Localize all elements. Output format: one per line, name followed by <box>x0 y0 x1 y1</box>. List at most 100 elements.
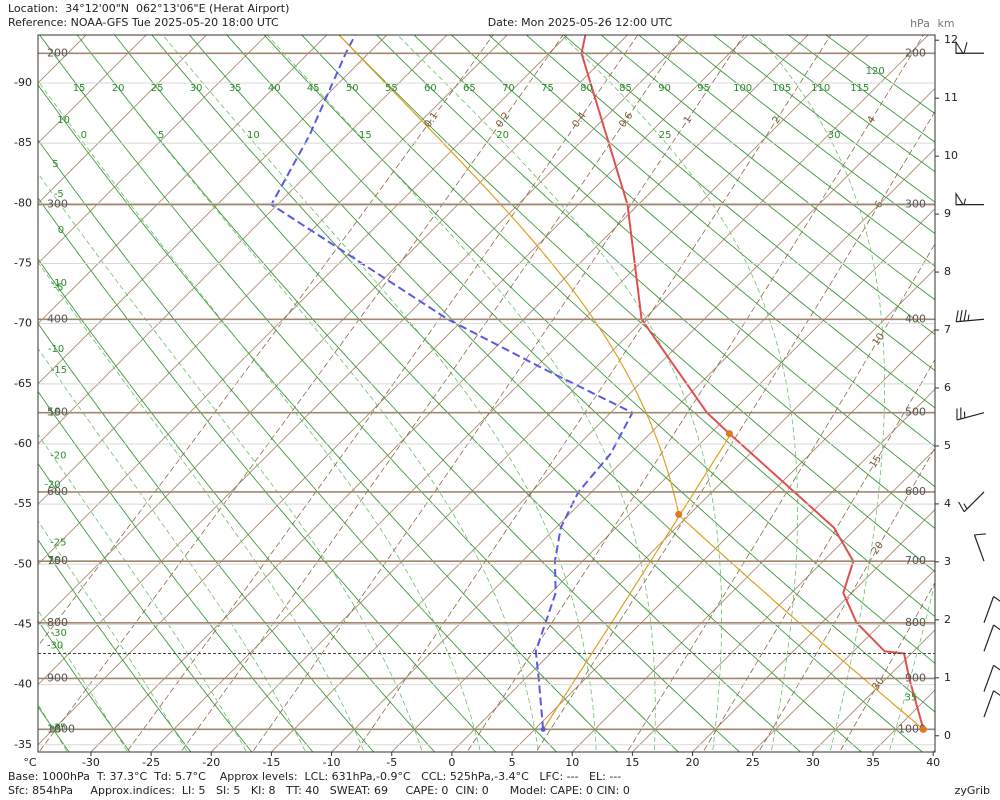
pressure-label-left: 900 <box>47 671 68 684</box>
isotherm <box>150 35 869 752</box>
dry-adiabat <box>675 35 935 235</box>
km-tick-label: 5 <box>944 439 951 452</box>
pressure-label-left: 500 <box>47 406 68 419</box>
isotherm <box>38 35 749 746</box>
pressure-label-right: 400 <box>905 312 926 325</box>
pressure-unit: hPa <box>910 17 930 30</box>
plot-border <box>37 34 936 753</box>
moist-adiabat <box>38 261 365 752</box>
dry-adiabat <box>38 197 497 752</box>
height-unit: km <box>937 17 954 30</box>
dry-adiabat-label: -10 <box>48 344 64 355</box>
barb-flag <box>955 40 965 54</box>
x-tick-label: 15 <box>625 756 639 769</box>
mixing-ratio-line <box>758 447 935 752</box>
y-tick-label: -85 <box>14 136 32 149</box>
dry-adiabat <box>38 619 131 752</box>
moist-adiabat <box>756 35 885 752</box>
plot-area <box>38 35 935 752</box>
dry-adiabat-label: -20 <box>44 480 60 491</box>
x-tick-label: 35 <box>866 756 880 769</box>
y-tick-label: -35 <box>14 738 32 751</box>
dry-adiabat <box>488 35 935 409</box>
km-tick-label: 1 <box>944 671 951 684</box>
barb-shaft <box>973 534 985 562</box>
pressure-label-right: 700 <box>905 554 926 567</box>
moist-adiabat-label: 35 <box>904 692 917 703</box>
barb-full <box>993 596 1000 602</box>
wind-barb <box>983 624 1000 652</box>
x-tick-label: -5 <box>386 756 397 769</box>
footer-line: Sfc: 854hPa Approx.indices: LI: 5 SI: 5 … <box>8 784 630 797</box>
dry-adiabat-label: 115 <box>850 83 869 94</box>
y-tick-label: -40 <box>14 678 32 691</box>
x-tick-label: 10 <box>565 756 579 769</box>
moist-adiabat <box>266 35 656 752</box>
mixing-ratio-line <box>38 35 494 647</box>
dry-adiabat-label: 70 <box>502 83 515 94</box>
dry-adiabat-label: 75 <box>541 83 554 94</box>
isotherm <box>511 328 935 752</box>
barb-full <box>974 533 986 536</box>
dry-adiabat <box>563 35 935 336</box>
mixing-ratio-line <box>126 35 639 752</box>
barb-shaft <box>983 665 995 692</box>
barb-half <box>967 314 970 321</box>
x-tick-label: 25 <box>746 756 760 769</box>
pressure-label-right: 500 <box>905 406 926 419</box>
barb-shaft <box>963 491 985 513</box>
mixing-ratio-line <box>180 35 685 752</box>
pressure-label-right: 900 <box>905 671 926 684</box>
dry-adiabat-label: 0 <box>58 225 64 236</box>
barb-full <box>959 310 963 322</box>
pressure-label-right: 600 <box>905 485 926 498</box>
moist-adiabat-label: -35 <box>50 722 66 733</box>
base-point <box>919 725 927 733</box>
dewpoint-profile <box>270 35 634 730</box>
moist-adiabat-label: -15 <box>51 365 67 376</box>
moist-adiabat <box>397 35 722 752</box>
wind-barb <box>973 533 986 562</box>
isotherm <box>38 35 388 385</box>
parcel-moist <box>338 35 680 515</box>
moist-adiabat-label: -10 <box>51 278 67 289</box>
dry-adiabat-label: 120 <box>866 66 885 77</box>
dry-adiabat-label: 20 <box>112 83 125 94</box>
barb-shaft <box>983 596 995 624</box>
mixing-ratio-line <box>251 35 745 752</box>
isotherm <box>38 35 628 626</box>
moist-adiabat-label: 0 <box>81 130 87 141</box>
dry-adiabat <box>188 35 924 752</box>
dry-adiabat <box>38 84 619 752</box>
barb-full <box>955 310 959 322</box>
barb-full <box>958 501 965 513</box>
pressure-label-left: 300 <box>47 198 68 211</box>
km-tick-label: 9 <box>944 207 951 220</box>
isotherm <box>752 569 935 752</box>
isotherm <box>692 508 935 752</box>
y-tick-label: -70 <box>14 317 32 330</box>
isotherm <box>391 208 935 752</box>
reference: Reference: NOAA-GFS Tue 2025-05-20 18:00… <box>8 16 279 29</box>
dry-adiabat-label: 90 <box>658 83 671 94</box>
pressure-label-left: 800 <box>47 616 68 629</box>
y-tick-label: -60 <box>14 437 32 450</box>
mixing-ratio-line <box>839 581 935 752</box>
x-tick-label: 0 <box>448 756 455 769</box>
isotherm <box>38 35 207 204</box>
isotherm <box>38 35 327 325</box>
moist-adiabat <box>76 35 539 752</box>
x-tick-label: -10 <box>323 756 341 769</box>
dry-adiabat <box>38 539 192 752</box>
wind-barb <box>958 491 985 513</box>
wind-barb <box>955 309 985 323</box>
dry-adiabat-label: -30 <box>47 641 63 652</box>
dewpoint-base-point <box>540 726 546 732</box>
isotherm <box>38 35 267 265</box>
barb-full <box>963 309 967 322</box>
dry-adiabat <box>38 258 436 752</box>
dry-adiabat-label: 25 <box>151 83 164 94</box>
wind-barb <box>983 596 1000 624</box>
dry-adiabat-label: 105 <box>772 83 791 94</box>
isotherm <box>331 147 935 752</box>
